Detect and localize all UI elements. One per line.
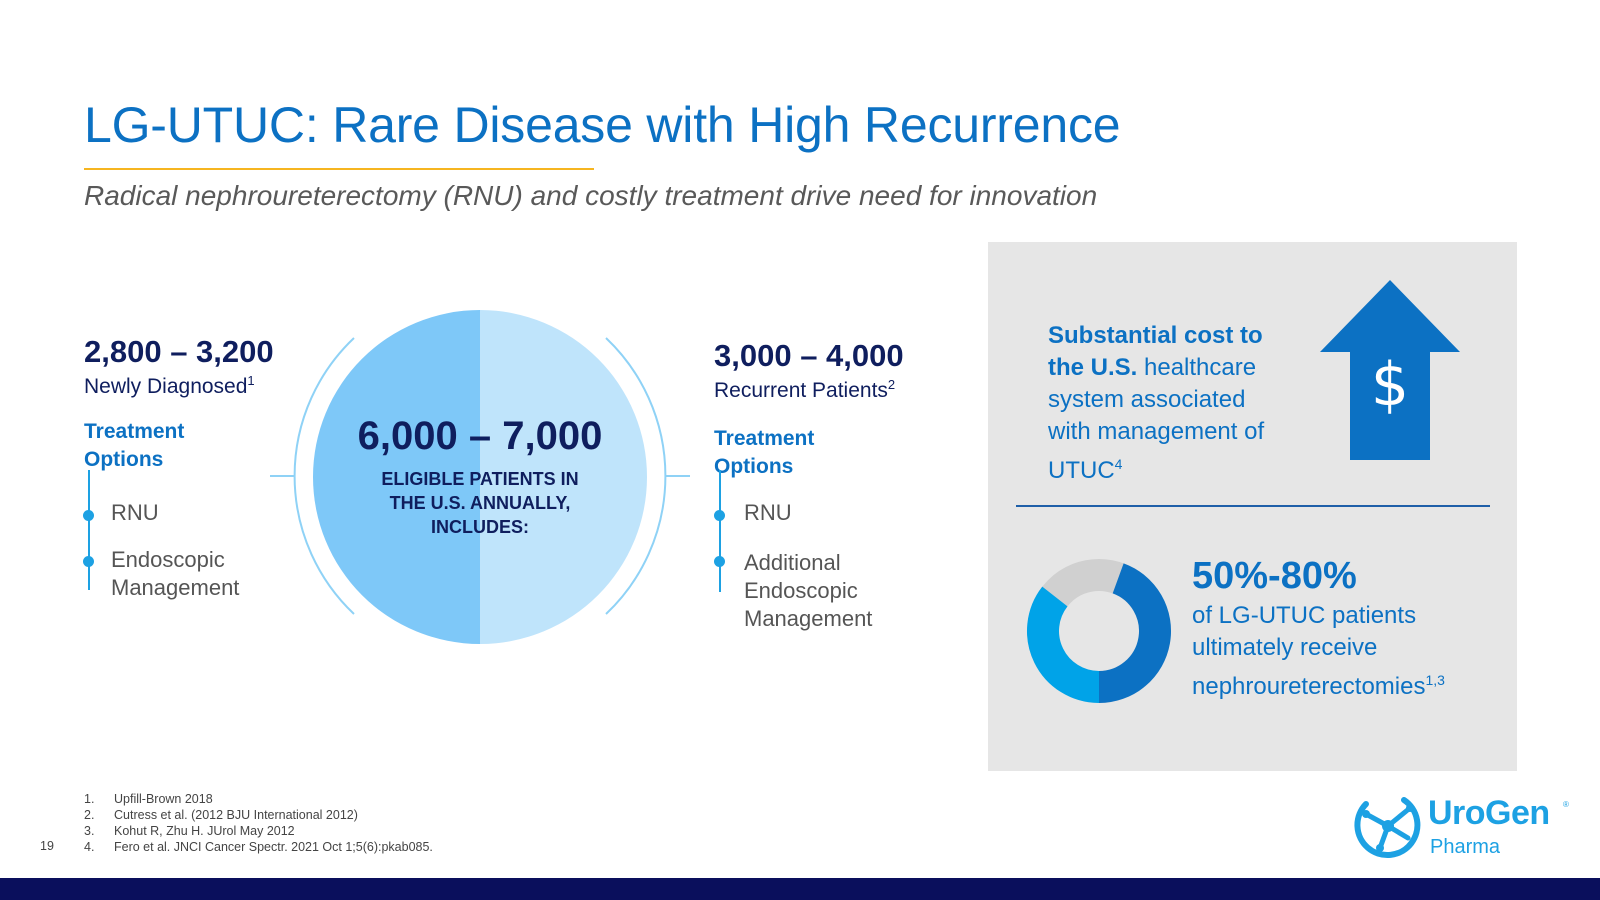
page-title: LG-UTUC: Rare Disease with High Recurren… [84,97,1121,153]
page-subtitle: Radical nephroureterectomy (RNU) and cos… [84,180,1098,211]
right-option-endoscopic: Additional Endoscopic Management [744,549,872,633]
pct-desc-line1: of LG-UTUC patients [1192,602,1417,629]
nephroureterectomy-donut [1027,559,1171,703]
eligible-patients-count: 6,000 – 7,000 [357,414,603,458]
circle-left-half [313,310,480,644]
right-option-bullet [714,556,725,567]
footnote-ref: 1,3 [1425,672,1445,688]
cost-text-2: system associated [1048,386,1246,413]
cost-bold-line2: the U.S. [1048,354,1138,381]
left-arc [293,337,355,615]
dollar-icon: $ [1370,350,1410,420]
left-option-bullet [83,510,94,521]
right-arc [605,337,667,615]
left-option-line2: Management [111,575,240,600]
footnote-ref: 1 [247,373,255,388]
eligible-patients-label: ELIGIBLE PATIENTS IN THE U.S. ANNUALLY, … [310,467,650,539]
right-option-line1: Additional [744,550,841,575]
footnote: 1. Upfill-Brown 2018 [84,792,213,806]
pct-desc-line3: nephroureterectomies [1192,673,1426,700]
eligible-patients-circle [270,310,690,644]
rnu-percentage-desc: of LG-UTUC patients ultimately receive n… [1192,600,1512,703]
left-treatment-line1: Treatment [84,420,185,443]
newly-diagnosed-count: 2,800 – 3,200 [84,334,274,369]
logo-wordmark: UroGen [1428,794,1550,832]
footnote: 2. Cutress et al. (2012 BJU International… [84,808,358,822]
logo-subtitle: Pharma [1430,836,1501,858]
right-option-rnu: RNU [744,500,792,525]
left-option-rnu: RNU [111,500,159,525]
title-underline [84,168,594,170]
eligible-line1: ELIGIBLE PATIENTS IN [381,469,579,489]
urogen-logo-icon [1354,797,1421,858]
right-treatment-heading: Treatment Options [714,425,814,481]
cost-text-1: healthcare [1137,354,1257,381]
footnote-ref: 4 [1114,456,1123,472]
footnote-ref: 2 [887,377,896,392]
left-treatment-heading: Treatment Options [84,418,184,474]
right-option-line2: Endoscopic [744,578,858,603]
right-option-line3: Management [744,606,873,631]
right-option-line [719,470,721,592]
recurrent-label: Recurrent Patients2 [714,377,896,402]
left-option-endoscopic: Endoscopic Management [111,546,239,602]
right-treatment-line1: Treatment [714,427,815,450]
pct-desc-line2: ultimately receive [1192,634,1378,661]
right-treatment-line2: Options [714,455,794,478]
cost-text-4: UTUC [1048,457,1115,484]
cost-bold-line1: Substantial cost to [1048,322,1263,349]
newly-diagnosed-label: Newly Diagnosed1 [84,373,255,398]
donut-segment-dark [1098,563,1171,703]
cost-statement: Substantial cost to the U.S. healthcare … [1048,320,1318,487]
footnote: 3. Kohut R, Zhu H. JUrol May 2012 [84,824,295,838]
right-option-bullet [714,510,725,521]
donut-segment-light [1027,586,1100,703]
footnotes: 1. Upfill-Brown 2018 2. Cutress et al. (20… [84,791,433,855]
eligible-line2: THE U.S. ANNUALLY, [389,493,571,513]
rnu-percentage: 50%-80% [1192,555,1357,597]
page-number: 19 [40,839,54,853]
eligible-line3: INCLUDES: [431,517,529,537]
left-treatment-line2: Options [84,448,164,471]
left-option-line [88,470,90,590]
footnote: 4. Fero et al. JNCI Cancer Spectr. 2021 O… [84,840,433,854]
recurrent-count: 3,000 – 4,000 [714,338,904,373]
cost-increase-arrow-icon [1320,280,1460,460]
logo-registered: ® [1563,800,1569,809]
left-option-bullet [83,556,94,567]
left-option-line1: Endoscopic [111,547,225,572]
cost-text-3: with management of [1048,418,1265,445]
footer-bar [0,878,1600,900]
panel-divider [1016,505,1490,507]
circle-right-half [480,310,647,644]
